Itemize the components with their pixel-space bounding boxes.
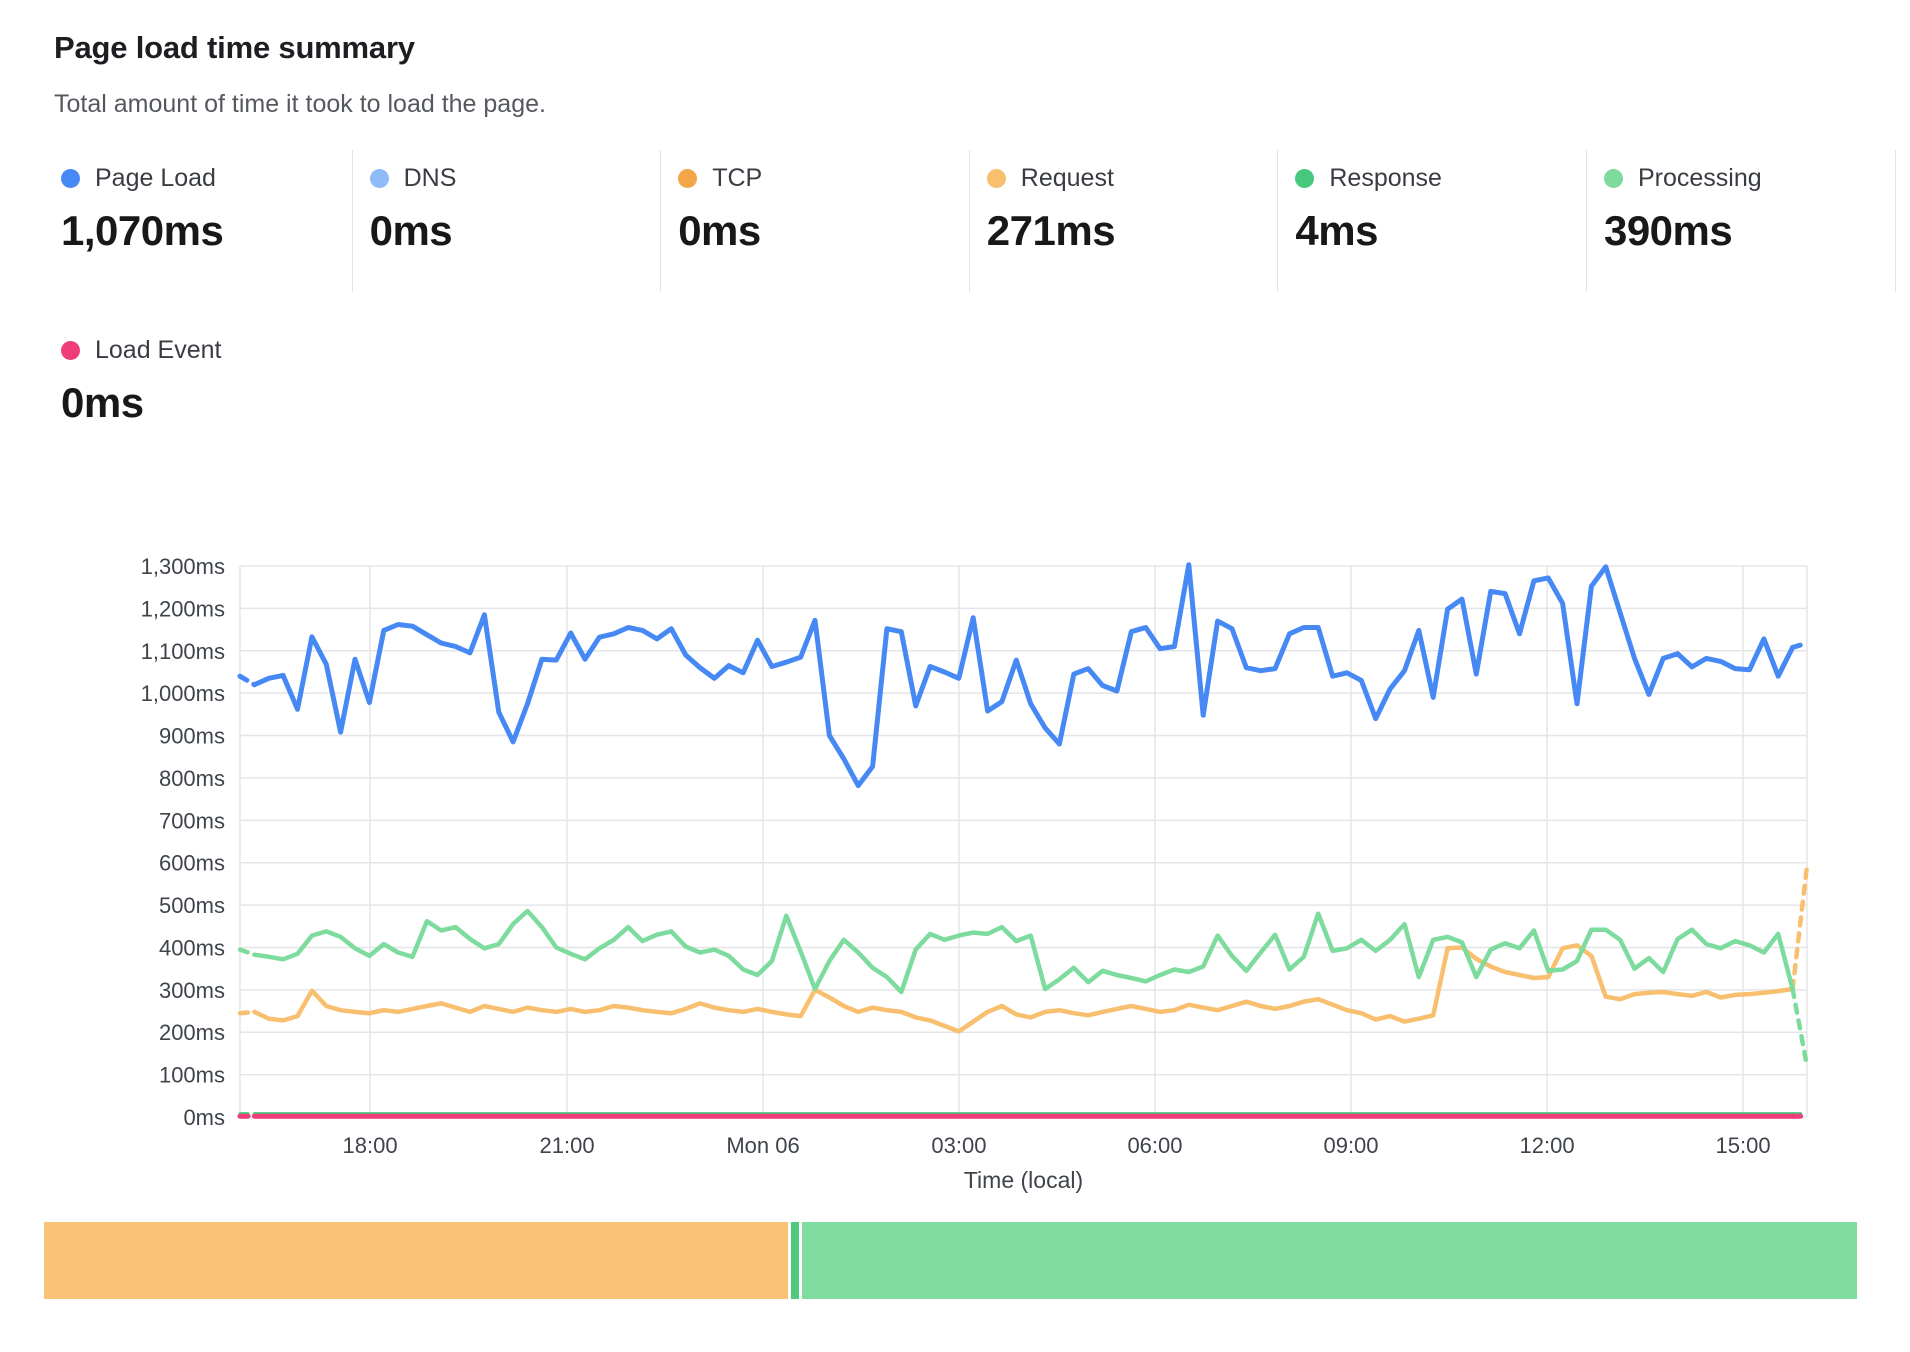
metric-tcp[interactable]: TCP 0ms: [661, 150, 970, 292]
metric-label: Processing: [1637, 164, 1762, 192]
metric-label: Page Load: [95, 164, 216, 192]
y-axis-tick: 800ms: [159, 766, 225, 791]
bar-gap: [799, 1222, 803, 1299]
dns-legend-dot: [369, 169, 389, 188]
x-axis-tick: 09:00: [1323, 1133, 1378, 1158]
metric-label: Load Event: [95, 336, 222, 364]
page-load-legend-dot: [61, 169, 80, 188]
y-axis-tick: 600ms: [159, 851, 225, 876]
y-axis-tick: 300ms: [159, 978, 225, 1003]
metric-processing[interactable]: Processing 390ms: [1587, 150, 1896, 292]
bar-gap: [788, 1222, 792, 1299]
metrics-legend-row: Page Load 1,070ms DNS 0ms TCP 0ms Reques…: [44, 150, 1896, 292]
metric-value: 0ms: [61, 379, 144, 426]
y-axis-tick: 100ms: [159, 1063, 225, 1088]
request-legend-dot: [986, 169, 1006, 188]
metric-value: 0ms: [678, 207, 761, 254]
series-request: [237, 1009, 257, 1016]
series-request: [252, 943, 1795, 1034]
processing-legend-dot: [1603, 169, 1623, 188]
x-axis-title: Time (local): [964, 1167, 1083, 1193]
y-axis-tick: 1,100ms: [141, 639, 225, 664]
metric-dns[interactable]: DNS 0ms: [353, 150, 662, 292]
metric-label: Request: [1020, 164, 1114, 192]
series-page-load: [251, 562, 1796, 789]
processing-portion[interactable]: [802, 1222, 1857, 1299]
metric-response[interactable]: Response 4ms: [1278, 150, 1587, 292]
series-processing: [237, 947, 257, 957]
metric-value: 271ms: [986, 207, 1116, 254]
y-axis-tick: 500ms: [159, 893, 225, 918]
series-processing: [1790, 986, 1810, 1069]
tcp-legend-dot: [678, 169, 698, 188]
x-axis-tick: 06:00: [1127, 1133, 1182, 1158]
x-axis-tick: 21:00: [540, 1133, 595, 1158]
metric-request[interactable]: Request 271ms: [970, 150, 1279, 292]
series-request: [1790, 863, 1810, 992]
metric-load-event[interactable]: Load Event 0ms: [44, 322, 353, 427]
metrics-legend-row-2: Load Event 0ms: [44, 322, 444, 427]
y-axis-tick: 400ms: [159, 935, 225, 960]
series-processing: [252, 908, 1795, 995]
y-axis-tick: 0ms: [183, 1105, 225, 1130]
page-title: Page load time summary: [54, 30, 415, 65]
page-load-time-chart[interactable]: 1,300ms 1,200ms 1,100ms 1,000ms 900ms 800ms 70…: [44, 540, 1857, 1200]
response-legend-dot: [1295, 169, 1315, 188]
y-axis-tick: 1,000ms: [141, 681, 225, 706]
y-axis-tick: 700ms: [159, 808, 225, 833]
x-axis-tick: 18:00: [343, 1133, 398, 1158]
status-timeline-bar[interactable]: [44, 1222, 1857, 1299]
load-event-legend-dot: [61, 341, 80, 360]
x-axis-tick: 03:00: [931, 1133, 986, 1158]
metric-label: TCP: [712, 164, 763, 192]
y-axis-tick: 900ms: [159, 724, 225, 749]
metric-value: 0ms: [369, 207, 453, 254]
y-axis-tick: 1,300ms: [141, 554, 225, 579]
series-page-load: [237, 673, 257, 688]
y-axis-tick: 200ms: [159, 1020, 225, 1045]
metric-value: 1,070ms: [61, 207, 224, 254]
metric-label: DNS: [403, 164, 457, 192]
x-axis-tick: 15:00: [1716, 1133, 1771, 1158]
y-axis-tick: 1,200ms: [141, 596, 225, 621]
x-axis-tick: Mon 06: [726, 1133, 799, 1158]
x-axis-tick: 12:00: [1520, 1133, 1575, 1158]
metric-value: 4ms: [1295, 207, 1378, 254]
metric-page-load[interactable]: Page Load 1,070ms: [44, 150, 353, 292]
bar-divider[interactable]: [791, 1222, 800, 1299]
metric-label: Response: [1329, 164, 1442, 192]
chart-svg: 1,300ms 1,200ms 1,100ms 1,000ms 900ms 800ms 70…: [141, 554, 1810, 1193]
page-subtitle: Total amount of time it took to load the…: [54, 90, 546, 118]
request-portion[interactable]: [44, 1222, 789, 1299]
series-page-load: [1790, 640, 1810, 650]
metric-value: 390ms: [1603, 207, 1733, 254]
